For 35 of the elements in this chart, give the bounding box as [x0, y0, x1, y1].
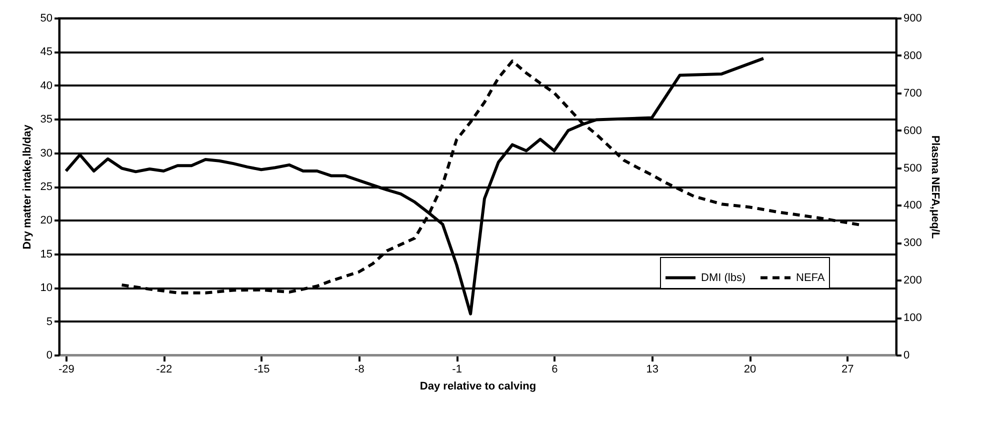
y2-tick-label: 200 [904, 274, 922, 287]
y2-tick-label: 800 [904, 50, 922, 62]
y-tick-label: 15 [40, 248, 52, 260]
y-tick-label: 10 [40, 282, 52, 294]
y2-tick-label: 300 [904, 237, 922, 250]
y-tick-label: 35 [40, 114, 52, 126]
y-tick-label: 5 [46, 316, 52, 328]
y2-tick-label: 600 [904, 124, 922, 137]
x-tick-label: -15 [254, 364, 270, 376]
y2-axis-title: Plasma NEFA,μeq/L [928, 135, 941, 239]
y2-tick-label: 0 [904, 350, 910, 362]
x-tick-label: -8 [354, 364, 364, 376]
y2-tick-label: 400 [904, 200, 922, 212]
y-tick-label: 30 [40, 147, 52, 160]
y2-tick-label: 500 [904, 162, 922, 174]
y2-tick-label: 900 [904, 12, 922, 24]
y-tick-label: 40 [40, 80, 52, 92]
y-tick-label: 20 [40, 214, 52, 227]
y2-tick-label: 700 [904, 87, 922, 100]
legend-label: DMI (lbs) [701, 272, 746, 284]
x-axis-title: Day relative to calving [420, 380, 536, 392]
x-tick-label: 6 [552, 364, 558, 376]
y2-tick-label: 100 [904, 312, 922, 324]
y-tick-label: 50 [40, 12, 52, 24]
x-tick-label: -22 [156, 364, 172, 376]
x-tick-label: -1 [452, 364, 462, 376]
x-tick-label: 13 [646, 364, 658, 376]
y-tick-label: 25 [40, 181, 52, 193]
y-axis-title: Dry matter intake,lb/day [21, 124, 34, 250]
x-tick-label: 20 [744, 364, 756, 376]
x-tick-label: -29 [58, 364, 74, 376]
x-tick-label: 27 [842, 364, 854, 376]
y-tick-label: 0 [46, 350, 52, 362]
legend-label: NEFA [796, 272, 826, 284]
y-tick-label: 45 [40, 46, 52, 58]
